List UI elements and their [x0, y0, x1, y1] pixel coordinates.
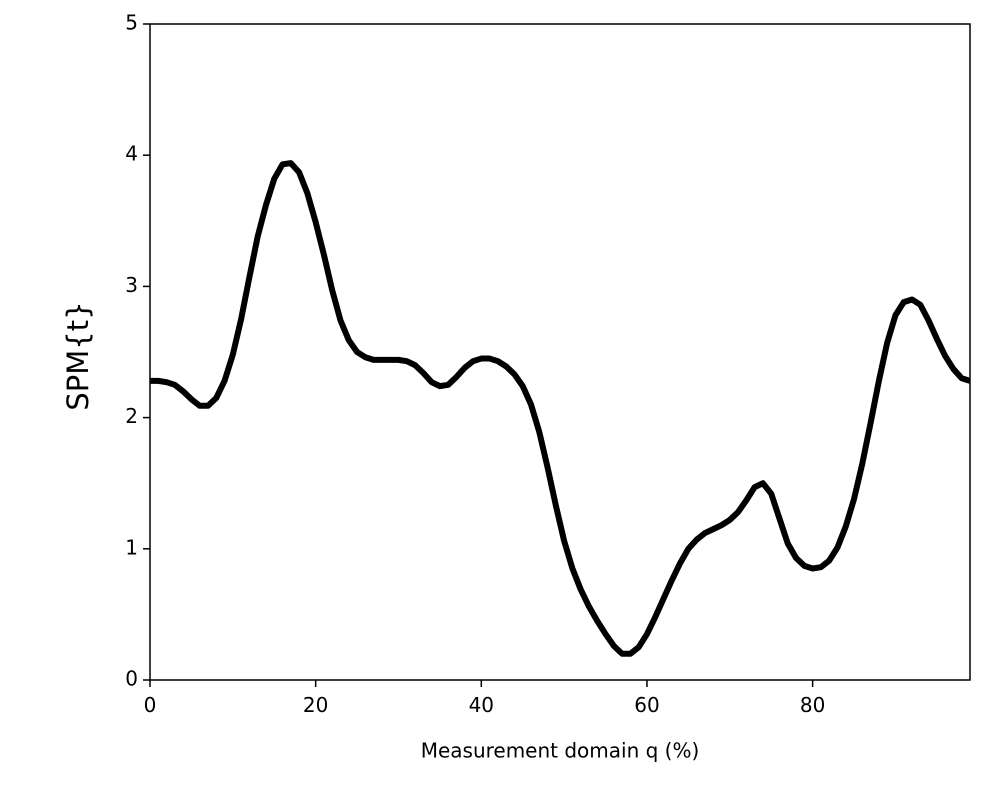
data-line	[150, 160, 970, 657]
y-tick-label: 5	[125, 11, 138, 35]
y-tick-label: 1	[125, 535, 138, 559]
y-tick-label: 4	[125, 142, 138, 166]
x-tick-label: 60	[634, 693, 659, 717]
x-tick-label: 20	[303, 693, 328, 717]
y-tick-label: 2	[125, 404, 138, 428]
y-tick-label: 0	[125, 667, 138, 691]
x-tick-label: 80	[800, 693, 825, 717]
y-axis-label: SPM{t}	[61, 301, 95, 410]
x-tick-label: 0	[144, 693, 157, 717]
x-tick-label: 40	[469, 693, 494, 717]
x-axis-label: Measurement domain q (%)	[421, 739, 700, 763]
plot-frame	[149, 23, 971, 681]
y-tick-label: 3	[125, 273, 138, 297]
